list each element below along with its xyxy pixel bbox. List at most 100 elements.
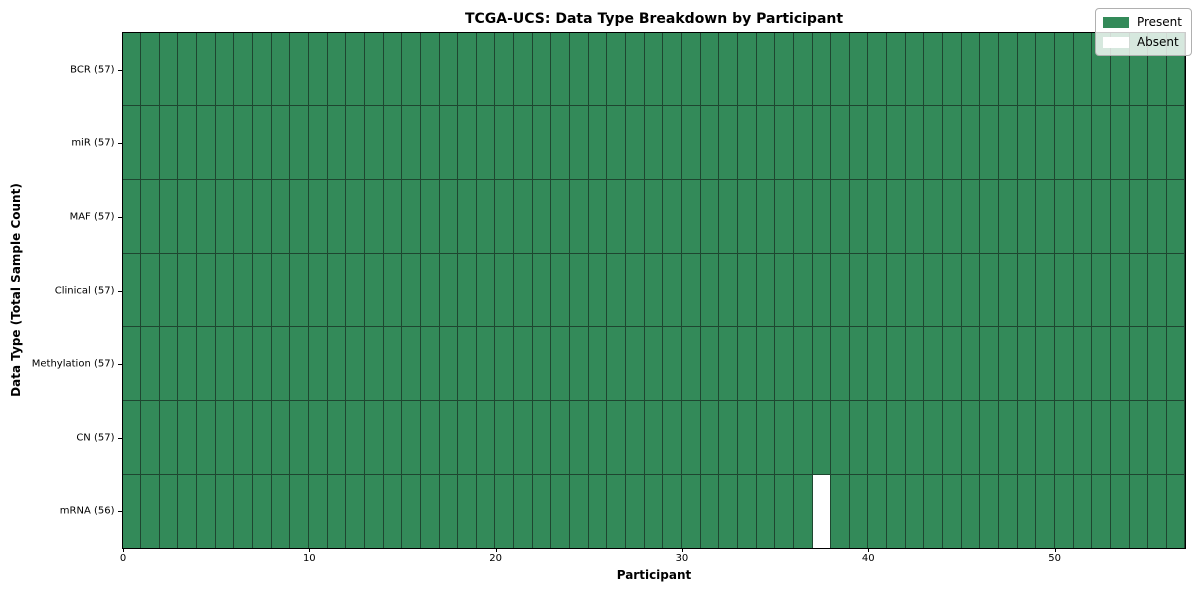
legend-entry-absent: Absent <box>1102 35 1182 49</box>
heatmap-cell <box>905 106 924 179</box>
heatmap-cell <box>364 401 383 474</box>
legend: Present Absent <box>1094 8 1192 56</box>
heatmap-cell <box>253 474 271 548</box>
heatmap-cell <box>570 179 588 253</box>
heatmap-cell <box>980 474 998 548</box>
heatmap-cell <box>364 106 383 179</box>
heatmap-cell <box>1036 253 1054 327</box>
heatmap-cell <box>681 327 700 401</box>
heatmap-cell <box>999 106 1017 179</box>
heatmap-cell <box>271 106 290 179</box>
heatmap-cell <box>178 401 197 474</box>
heatmap-cell <box>551 474 570 548</box>
heatmap-cell <box>1129 106 1148 179</box>
heatmap-cell <box>495 179 514 253</box>
heatmap-cell <box>812 32 831 106</box>
heatmap-cell <box>458 327 476 401</box>
heatmap-cell <box>887 474 905 548</box>
heatmap-cell <box>514 401 532 474</box>
heatmap-cell <box>1110 106 1129 179</box>
heatmap-cell <box>308 401 327 474</box>
heatmap-cell <box>1129 327 1148 401</box>
heatmap-cell <box>1054 327 1073 401</box>
heatmap-cell <box>234 32 253 106</box>
heatmap-cell <box>588 327 607 401</box>
heatmap-cell <box>197 327 215 401</box>
heatmap-cell <box>364 474 383 548</box>
heatmap-cell <box>737 401 756 474</box>
heatmap-cell <box>1110 327 1129 401</box>
heatmap-cell <box>719 179 737 253</box>
heatmap-cell <box>439 179 458 253</box>
heatmap-cell <box>980 179 998 253</box>
heatmap-cell <box>1110 179 1129 253</box>
heatmap-cell <box>1054 32 1073 106</box>
heatmap-cell <box>775 106 793 179</box>
heatmap-cell <box>178 32 197 106</box>
heatmap-cell <box>775 401 793 474</box>
heatmap-cell <box>514 106 532 179</box>
heatmap-cell <box>458 32 476 106</box>
heatmap-cell <box>476 32 495 106</box>
heatmap-row-BCR <box>122 32 1185 106</box>
heatmap-cell <box>178 474 197 548</box>
heatmap-cell <box>1148 179 1166 253</box>
heatmap-cell <box>495 106 514 179</box>
heatmap-cell <box>290 327 308 401</box>
heatmap-cell <box>1148 401 1166 474</box>
heatmap-cell <box>1110 253 1129 327</box>
heatmap-cell <box>1017 327 1036 401</box>
heatmap-cell <box>700 327 719 401</box>
heatmap-cell <box>980 401 998 474</box>
heatmap-cell <box>793 253 812 327</box>
heatmap-cell <box>793 106 812 179</box>
heatmap-cell <box>681 474 700 548</box>
heatmap-cell <box>719 106 737 179</box>
heatmap-cell <box>570 401 588 474</box>
heatmap-cell <box>234 401 253 474</box>
heatmap-cell <box>159 106 178 179</box>
heatmap-cell <box>402 474 420 548</box>
heatmap-cell <box>905 474 924 548</box>
heatmap-cell <box>1166 401 1185 474</box>
legend-entry-present: Present <box>1102 15 1182 29</box>
y-tick-mark <box>117 216 122 218</box>
heatmap-cell <box>402 253 420 327</box>
heatmap-cell <box>1073 327 1092 401</box>
heatmap-cell <box>420 32 439 106</box>
y-tick-mark <box>117 364 122 366</box>
heatmap-cell <box>570 327 588 401</box>
heatmap-cell <box>719 327 737 401</box>
heatmap-cell <box>476 474 495 548</box>
heatmap-cell <box>700 474 719 548</box>
heatmap-cell <box>514 327 532 401</box>
heatmap-cell <box>159 32 178 106</box>
heatmap-cell <box>1148 474 1166 548</box>
heatmap-cell <box>383 32 402 106</box>
heatmap-cell <box>775 474 793 548</box>
heatmap-cell <box>215 474 234 548</box>
heatmap-cell <box>234 179 253 253</box>
heatmap-cell <box>700 401 719 474</box>
heatmap-cell <box>849 401 868 474</box>
heatmap-cell <box>756 106 775 179</box>
heatmap-cell <box>439 253 458 327</box>
heatmap-cell <box>476 106 495 179</box>
heatmap-cell <box>831 179 849 253</box>
heatmap-cell <box>607 401 626 474</box>
heatmap-cell <box>346 106 364 179</box>
heatmap-cell <box>588 179 607 253</box>
heatmap-cell <box>383 106 402 179</box>
heatmap-cell <box>1017 32 1036 106</box>
heatmap-cell <box>943 106 961 179</box>
heatmap-cell <box>1054 401 1073 474</box>
heatmap-cell <box>831 474 849 548</box>
heatmap-cell <box>812 179 831 253</box>
heatmap-cell <box>551 179 570 253</box>
heatmap-cell <box>551 401 570 474</box>
x-tick-mark <box>309 548 311 552</box>
y-tick-mark <box>117 143 122 145</box>
heatmap-cell <box>495 327 514 401</box>
heatmap-cell <box>999 179 1017 253</box>
heatmap-cell <box>868 474 887 548</box>
